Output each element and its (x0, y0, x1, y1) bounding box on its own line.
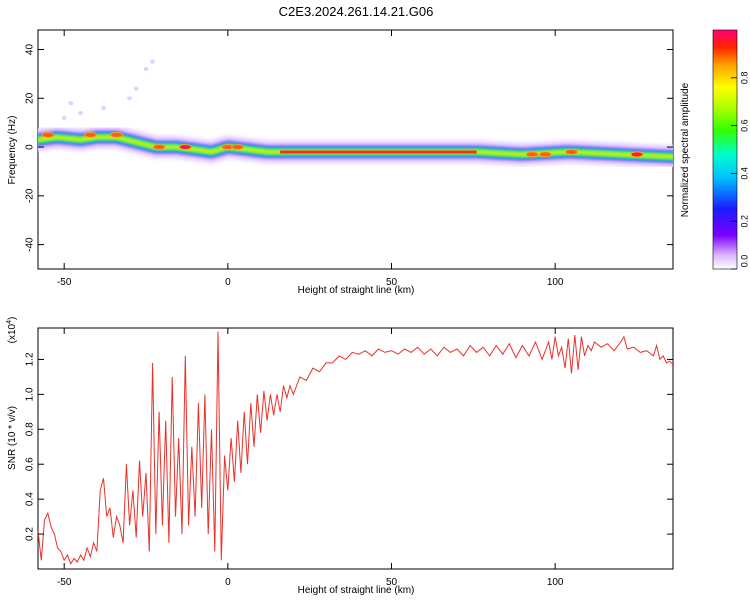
colorbar-tick-label: 0.2 (739, 215, 749, 228)
colorbar-tick-label: 0.6 (739, 119, 749, 132)
spectrogram-hotspot (152, 144, 166, 150)
spectrogram-scatter (143, 67, 149, 72)
spectrogram-x-tick-label: 100 (547, 277, 564, 288)
spectrogram-hotspot (565, 149, 578, 155)
svg-text:(x104): (x104) (6, 317, 18, 344)
figure-title: C2E3.2024.261.14.21.G06 (279, 4, 434, 19)
colorbar-tick-label: 0.0 (739, 255, 749, 268)
snr-y-tick-label: 0.2 (25, 527, 36, 541)
snr-series-line (38, 331, 673, 565)
spectrogram-y-label: Frequency (Hz) (7, 116, 18, 185)
spectrogram-hotspot (178, 144, 192, 150)
spectrogram-x-tick-label: 0 (225, 277, 231, 288)
spectrogram-hotspot (525, 151, 539, 158)
spectrogram-panel: -50 0 50 100 40 20 0 -20 -40 Height of straight … (7, 29, 674, 296)
snr-x-tick-label: -50 (57, 577, 72, 588)
snr-scale-label: (x104) (6, 317, 18, 344)
spectrogram-scatter (127, 96, 133, 101)
spectrogram-hotspot (538, 151, 552, 158)
snr-x-tick-label: 0 (225, 577, 231, 588)
spectrogram-scatter (68, 101, 74, 106)
spectrogram-hotspot (83, 132, 97, 138)
spectrogram-x-label: Height of straight line (km) (298, 285, 415, 296)
spectrogram-x-tick-label: -50 (57, 277, 72, 288)
spectrogram-scatter (100, 106, 106, 111)
spectrogram-hotspot (41, 132, 55, 138)
spectrogram-hotspot (231, 144, 245, 150)
snr-frame (37, 327, 674, 570)
spectrogram-scatter (150, 59, 156, 64)
snr-y-tick-label: 0.6 (25, 457, 36, 471)
colorbar-tick-label: 0.8 (739, 72, 749, 85)
spectrogram-y-tick-label: 20 (25, 92, 36, 104)
colorbar-tick-label: 0.4 (739, 167, 749, 180)
colorbar-label: Normalized spectral amplitude (680, 82, 691, 217)
snr-x-tick-label: 50 (386, 577, 398, 588)
spectrogram-scatter (61, 115, 67, 120)
spectrogram-hotspot (110, 132, 123, 138)
spectrogram-scatter (78, 110, 84, 115)
spectrogram-hotspot (630, 151, 644, 158)
snr-panel: -50 0 50 100 0.2 0.4 0.6 0.8 1.0 1.2 Height of st… (6, 317, 674, 596)
spectrogram-y-tick-label: -40 (25, 237, 36, 252)
spectrogram-y-tick-label: 40 (25, 44, 36, 56)
spectrogram-y-tick-label: 0 (25, 144, 36, 150)
colorbar: 0.0 0.2 0.4 0.6 0.8 Normalized spectral ampl… (680, 29, 749, 270)
snr-y-tick-label: 1.2 (25, 352, 36, 366)
snr-y-tick-label: 0.4 (25, 492, 36, 506)
spectrogram-scatter (133, 86, 139, 91)
snr-y-tick-label: 1.0 (25, 387, 36, 401)
snr-y-tick-label: 0.8 (25, 422, 36, 436)
spectrogram-y-tick-label: -20 (25, 188, 36, 203)
colorbar-ramp (712, 29, 738, 270)
snr-y-label: SNR (10 * v/v) (7, 406, 18, 470)
snr-x-tick-label: 100 (547, 577, 564, 588)
spectrogram-x-tick-label: 50 (386, 277, 398, 288)
snr-x-label: Height of straight line (km) (298, 585, 415, 596)
